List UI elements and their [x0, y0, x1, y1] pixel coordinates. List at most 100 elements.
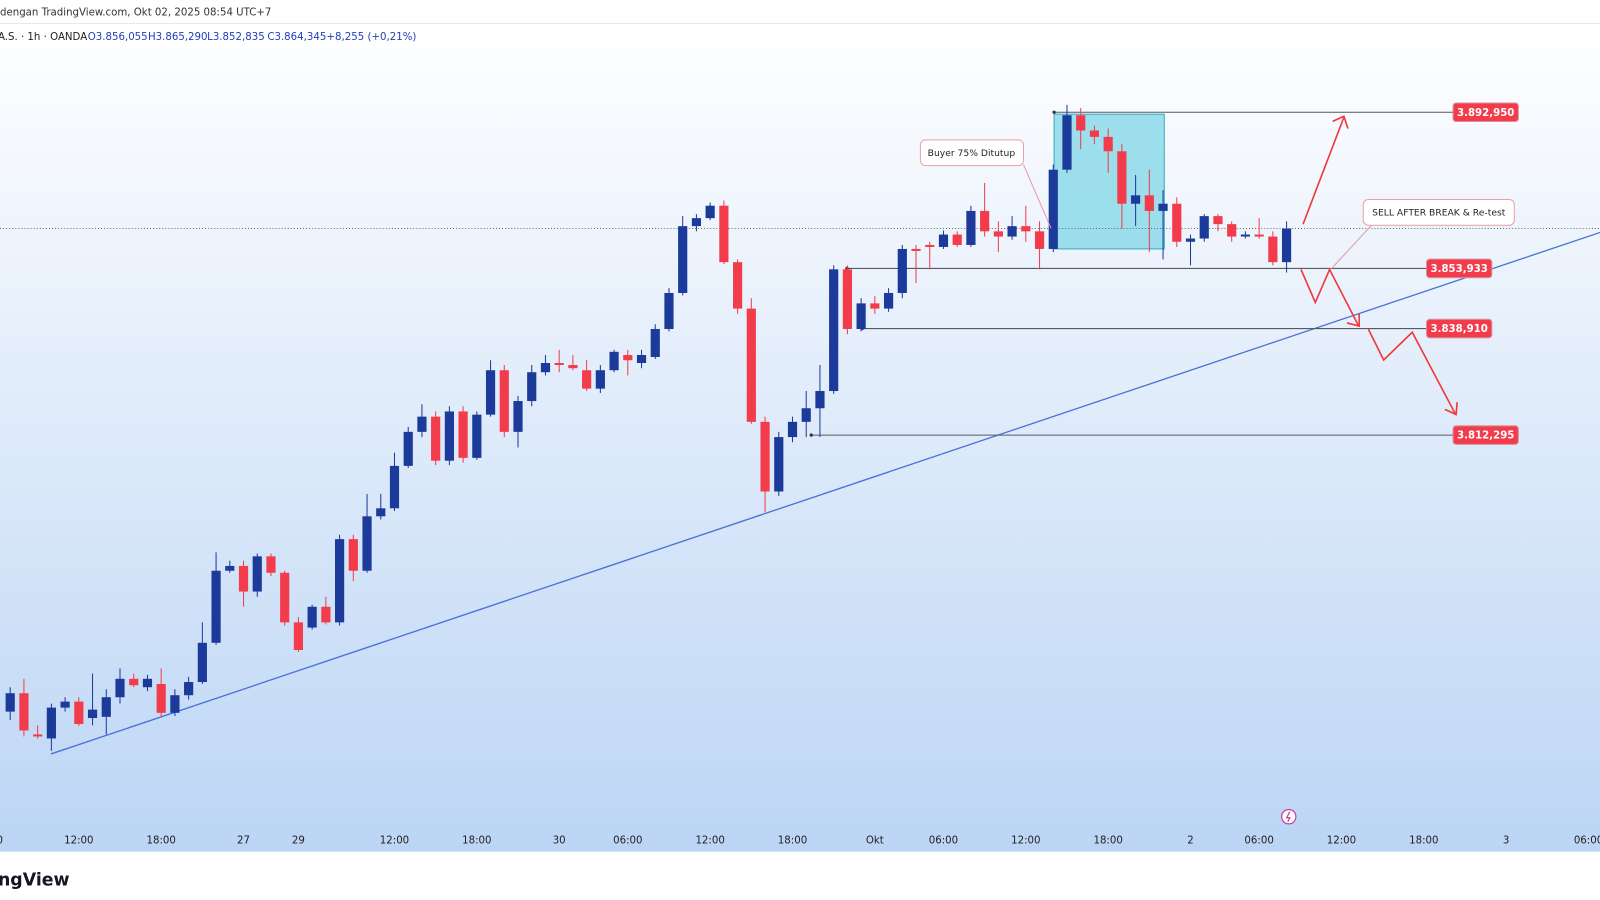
- candle-body: [1254, 234, 1264, 237]
- candle-body: [664, 292, 674, 329]
- x-tick-label: 2: [1187, 834, 1193, 846]
- x-tick-label: 12:00: [695, 834, 724, 846]
- level-anchor: [1052, 110, 1056, 114]
- candle-body: [952, 234, 962, 245]
- x-tick-label: 06:00: [1574, 834, 1600, 846]
- candle-body: [1062, 115, 1072, 170]
- candle-body: [184, 682, 194, 696]
- candle-body: [1281, 228, 1292, 263]
- candle-body: [1240, 234, 1250, 237]
- candle-body: [1213, 216, 1223, 225]
- candle-body: [938, 234, 949, 247]
- symbol: A.S. · 1h · OANDA: [0, 31, 87, 43]
- candle-body: [1185, 238, 1196, 242]
- x-tick-label: 30: [553, 834, 566, 846]
- candle-body: [801, 408, 811, 422]
- candle-body: [1007, 226, 1017, 237]
- x-tick-label: 18:00: [1409, 834, 1438, 846]
- candle-body: [156, 684, 166, 713]
- arrow: [1367, 328, 1458, 416]
- level-label: 3.892,950: [1457, 107, 1514, 119]
- candle-body: [993, 231, 1003, 237]
- level-label-box: [1452, 425, 1519, 445]
- x-tick-label: 06:00: [1244, 834, 1273, 846]
- callout-box: [1362, 199, 1515, 226]
- candle-body: [1172, 203, 1182, 242]
- candle-body: [609, 351, 619, 371]
- x-tick-label: 06:00: [613, 834, 642, 846]
- candle-body: [1076, 115, 1086, 131]
- level-label: 3.853,933: [1430, 263, 1487, 275]
- x-tick-label: 3: [1503, 834, 1509, 846]
- level-label: 3.812,295: [1457, 430, 1514, 442]
- candle-body: [554, 363, 564, 366]
- candle-body: [60, 701, 70, 708]
- candle-body: [1021, 226, 1031, 232]
- candle-body: [1117, 151, 1127, 204]
- trend-line: [50, 231, 1600, 755]
- candle-body: [719, 205, 729, 263]
- candle-body: [252, 556, 262, 592]
- candle-body: [760, 421, 770, 492]
- annotation: SELL AFTER BREAK & Re-test: [1372, 207, 1506, 218]
- candle-body: [417, 416, 427, 432]
- candle-body: [787, 421, 798, 438]
- candle-body: [650, 328, 660, 358]
- candle-body: [1268, 236, 1278, 263]
- plot-background: [0, 24, 1600, 852]
- legend-value: H3.865,290: [148, 31, 208, 43]
- candle-body: [485, 370, 496, 415]
- legend-value: +8,255 (+0,21%): [327, 31, 417, 43]
- candle-body: [87, 709, 98, 719]
- candle-body: [883, 292, 894, 309]
- candle-body: [540, 363, 551, 373]
- candle-body: [321, 606, 331, 623]
- candle-body: [170, 695, 180, 713]
- candle-body: [980, 210, 990, 232]
- candle-body: [746, 308, 756, 422]
- candle-body: [705, 205, 715, 219]
- x-tick-label: 18:00: [1093, 834, 1122, 846]
- candle-body: [431, 416, 441, 461]
- callout-line: [1023, 164, 1052, 229]
- candle-body: [444, 411, 454, 461]
- logo: ngView: [0, 870, 70, 890]
- candle-body: [842, 269, 852, 329]
- candle-body: [197, 642, 207, 683]
- x-tick-label: 12:00: [1011, 834, 1040, 846]
- candle-body: [815, 391, 825, 409]
- candle-body: [19, 693, 29, 731]
- level-anchor: [809, 433, 813, 437]
- candle-body: [1199, 216, 1209, 239]
- candle-body: [733, 262, 743, 309]
- candle-body: [595, 370, 605, 389]
- candle-body: [1158, 203, 1168, 211]
- ohlc-legend: O3.856,055 H3.865,290 L3.852,835 C3.864,345…: [88, 31, 417, 43]
- level-label: 3.838,910: [1430, 323, 1487, 335]
- candle-body: [403, 431, 413, 466]
- arrow: [1300, 267, 1360, 328]
- candle-body: [225, 565, 235, 571]
- candle-body: [115, 678, 125, 698]
- plot: 3.892,950 3.853,933 3.838,910 3.812,295 Buye…: [0, 102, 1600, 755]
- candle-body: [266, 556, 276, 573]
- candle-body: [46, 707, 56, 739]
- candle-body: [829, 269, 839, 392]
- candle-body: [5, 693, 15, 712]
- candle-body: [348, 539, 358, 571]
- candle-body: [1089, 130, 1100, 137]
- callout-box: [919, 139, 1024, 167]
- event-icon-bolt: [1285, 811, 1291, 823]
- candle-body: [307, 606, 317, 628]
- candle-body: [74, 701, 84, 725]
- candle-body: [856, 303, 866, 329]
- candle-body: [870, 303, 880, 309]
- candle-body: [1144, 195, 1154, 211]
- x-tick-label: 18:00: [778, 834, 807, 846]
- candle-body: [129, 678, 139, 686]
- candle-body: [280, 572, 290, 623]
- candle-body: [1103, 136, 1113, 152]
- candle-body: [897, 248, 907, 293]
